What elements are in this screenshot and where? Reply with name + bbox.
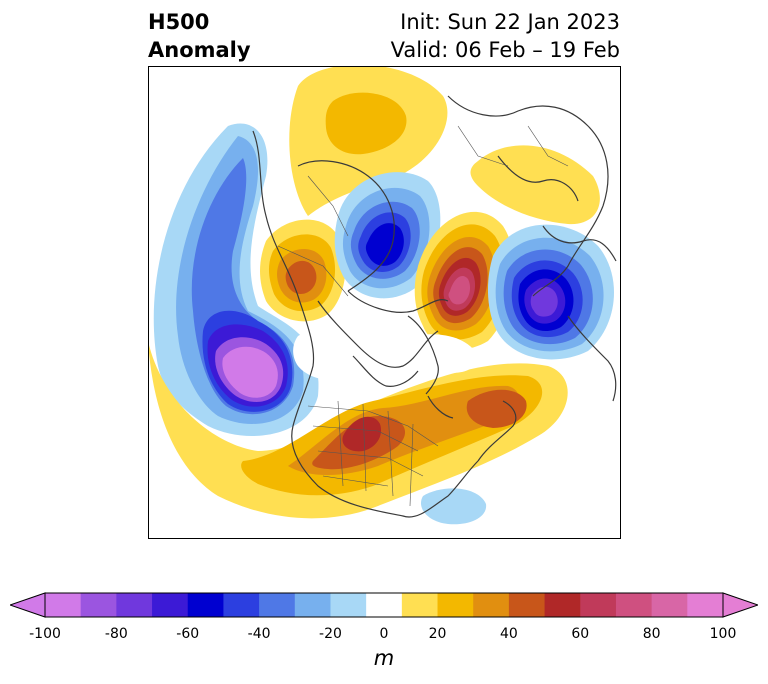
anomaly-pos-siberia xyxy=(470,145,600,225)
map-dates: Init: Sun 22 Jan 2023 Valid: 06 Feb – 19… xyxy=(391,8,620,64)
title-line-2: Anomaly xyxy=(148,38,251,62)
colorbar-tick-label: 80 xyxy=(642,626,661,642)
title-line-1: H500 xyxy=(148,10,210,34)
coastlines xyxy=(252,95,617,518)
colorbar-segment xyxy=(508,593,546,617)
anomaly-pos-west-canada xyxy=(260,219,346,322)
colorbar-tick-label: 60 xyxy=(571,626,590,642)
colorbar-unit: m xyxy=(373,646,395,670)
anomaly-pos-strong-center xyxy=(414,211,514,350)
colorbar-tick-label: -100 xyxy=(29,626,61,642)
colorbar-segment xyxy=(437,593,474,617)
colorbar-tick-label: 20 xyxy=(428,626,447,642)
colorbar-segment xyxy=(401,593,439,617)
colorbar-segment xyxy=(45,593,82,617)
init-date: Init: Sun 22 Jan 2023 xyxy=(400,10,620,34)
colorbar-tick-label: 40 xyxy=(499,626,518,642)
colorbar-segment xyxy=(187,593,224,617)
colorbar-tick-label: -20 xyxy=(319,626,342,642)
colorbar-segment xyxy=(116,593,153,617)
map-title: H500 Anomaly xyxy=(148,8,251,64)
anomaly-neg-europe xyxy=(487,224,615,360)
colorbar-segment xyxy=(259,593,296,617)
colorbar-segment xyxy=(687,593,724,617)
colorbar-segment xyxy=(473,593,510,617)
colorbar xyxy=(10,592,758,618)
anomaly-neutral-band xyxy=(293,324,478,380)
anomaly-map xyxy=(148,66,621,539)
valid-range: Valid: 06 Feb – 19 Feb xyxy=(390,38,620,62)
colorbar-tick-label: -80 xyxy=(104,626,128,642)
colorbar-segment xyxy=(152,593,189,617)
colorbar-segment xyxy=(223,593,260,617)
colorbar-under-arrow xyxy=(10,592,46,618)
colorbar-segment xyxy=(80,593,117,617)
colorbar-tick-label: -60 xyxy=(176,626,200,642)
colorbar-segment xyxy=(651,593,688,617)
colorbar-tick-label: 0 xyxy=(379,626,389,642)
colorbar-segment xyxy=(544,593,581,617)
colorbar-segment xyxy=(366,593,403,617)
colorbar-over-arrow xyxy=(722,592,758,618)
anomaly-neg-caribbean xyxy=(420,488,487,525)
colorbar-segment xyxy=(294,593,331,617)
anomaly-neg-pacific xyxy=(153,123,319,436)
colorbar-segments xyxy=(45,593,724,617)
colorbar-segment xyxy=(330,593,367,617)
colorbar-segment xyxy=(615,593,653,617)
colorbar-tick-label: 100 xyxy=(709,626,737,642)
colorbar-tick-label: -40 xyxy=(247,626,271,642)
colorbar-segment xyxy=(580,593,617,617)
anomaly-pos-arctic-top xyxy=(289,66,448,216)
anomaly-neg-arctic xyxy=(334,172,441,299)
state-borders xyxy=(277,125,569,507)
